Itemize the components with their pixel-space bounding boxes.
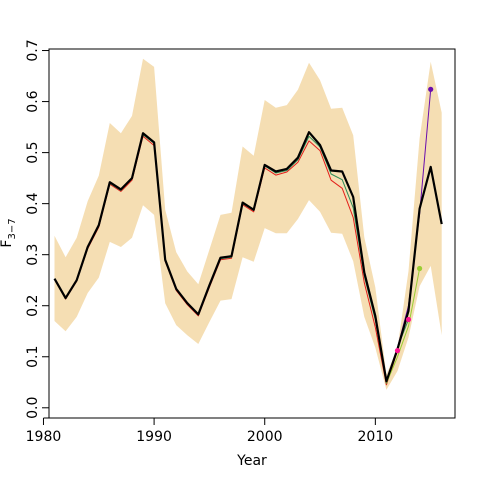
y-tick-label: 0.4 <box>25 192 41 214</box>
x-tick-label: 2010 <box>358 429 394 445</box>
y-axis-label: F3−7 <box>0 218 18 247</box>
x-tick-label: 2000 <box>247 429 283 445</box>
y-tick-label: 0.7 <box>25 39 41 61</box>
y-axis: 0.0 0.1 0.2 0.3 0.4 0.5 0.6 0.7 <box>25 39 50 419</box>
y-tick-label: 0.6 <box>25 90 41 112</box>
series-end-point-2 <box>405 316 412 323</box>
series-end-point-3 <box>417 265 423 272</box>
x-tick-label: 1980 <box>26 429 62 445</box>
endpoint-marker-layer <box>394 86 434 354</box>
series-line-3 <box>385 268 421 384</box>
series-layer <box>53 89 443 386</box>
y-tick-label: 0.0 <box>25 397 41 419</box>
y-axis-label-subscript: 3−7 <box>7 218 18 239</box>
series-line-1 <box>54 135 398 386</box>
y-tick-label: 0.2 <box>25 295 41 317</box>
y-tick-label: 0.5 <box>25 141 41 163</box>
y-tick-label: 0.1 <box>25 346 41 368</box>
series-end-point-1 <box>394 348 401 354</box>
series-end-point-4 <box>428 86 434 92</box>
y-tick-label: 0.3 <box>25 244 41 266</box>
x-axis: 1980 1990 2000 2010 <box>26 417 394 445</box>
y-axis-label-main: F <box>0 240 15 248</box>
series-line-5 <box>53 131 443 383</box>
x-axis-label: Year <box>236 453 267 469</box>
confidence-band <box>54 58 442 390</box>
x-tick-label: 1990 <box>136 429 172 445</box>
confidence-band-layer <box>54 58 442 390</box>
